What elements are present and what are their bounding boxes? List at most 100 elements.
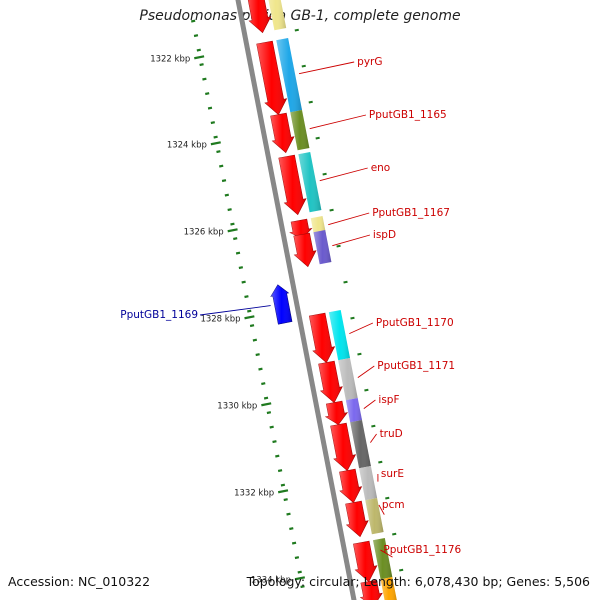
scale-tick bbox=[261, 382, 266, 386]
scale-tick bbox=[244, 295, 249, 299]
scale-label: 1334 kbp bbox=[251, 575, 291, 585]
gene-label[interactable]: PputGB1_1165 bbox=[369, 109, 447, 121]
scale-tick bbox=[300, 585, 305, 589]
scale-tick bbox=[289, 527, 294, 531]
scale-tick bbox=[294, 28, 299, 32]
gene-PputGB1_1176[interactable] bbox=[353, 538, 393, 583]
gene-feature-0[interactable] bbox=[246, 0, 287, 34]
gene-label[interactable]: surE bbox=[381, 468, 404, 480]
scale-tick bbox=[221, 179, 227, 183]
scale-major-tick bbox=[244, 315, 255, 320]
arrow-shading bbox=[339, 469, 362, 503]
gene-label[interactable]: PputGB1_1171 bbox=[377, 360, 455, 372]
scale-tick bbox=[297, 570, 302, 574]
gene-label[interactable]: ispF bbox=[378, 394, 399, 406]
scale-major-tick bbox=[227, 228, 238, 233]
map-title: Pseudomonas putida GB-1, complete genome bbox=[139, 8, 461, 24]
scale-tick bbox=[210, 121, 215, 125]
arrow-shading bbox=[256, 41, 287, 115]
scale-tick bbox=[193, 34, 199, 38]
scale-tick bbox=[258, 367, 263, 371]
gene-surE[interactable] bbox=[339, 466, 378, 504]
scale-tick bbox=[272, 440, 277, 444]
arrow-shading bbox=[278, 155, 306, 215]
scale-tick bbox=[247, 309, 252, 313]
scale-tick bbox=[233, 237, 238, 241]
cog-shading bbox=[298, 152, 322, 213]
gene-label[interactable]: ispD bbox=[373, 229, 396, 241]
gene-label[interactable]: PputGB1_1167 bbox=[372, 207, 450, 219]
gene-label[interactable]: truD bbox=[380, 428, 403, 440]
scale-tick bbox=[216, 150, 221, 154]
label-leader bbox=[309, 114, 367, 130]
label-leader bbox=[357, 365, 375, 379]
gene-pcm[interactable] bbox=[345, 498, 384, 538]
gene-label[interactable]: eno bbox=[371, 162, 391, 174]
scale-label: 1328 kbp bbox=[200, 314, 240, 324]
gene-PputGB1_1165[interactable] bbox=[270, 110, 310, 154]
scale-tick bbox=[269, 425, 274, 429]
scale-tick bbox=[378, 460, 383, 464]
scale-tick bbox=[255, 353, 260, 357]
cog-shading bbox=[365, 498, 384, 535]
cog-shading bbox=[380, 577, 397, 600]
gene-PputGB1_1171[interactable] bbox=[318, 358, 358, 404]
arrow-shading bbox=[330, 423, 356, 471]
gene-PputGB1_1170[interactable] bbox=[308, 310, 350, 364]
gene-pyrG[interactable] bbox=[256, 38, 302, 116]
gene-eno[interactable] bbox=[278, 152, 322, 216]
scale-tick bbox=[308, 100, 313, 104]
cog-shading bbox=[359, 466, 378, 501]
gene-PputGB1_1169[interactable] bbox=[270, 284, 293, 325]
scale-tick bbox=[263, 396, 269, 400]
label-leader bbox=[380, 549, 393, 558]
gene-label[interactable]: pcm bbox=[382, 499, 405, 511]
arrow-shading bbox=[309, 313, 335, 363]
scale-tick bbox=[205, 92, 210, 96]
arrow-shading bbox=[353, 541, 377, 582]
scale-label: 1330 kbp bbox=[217, 401, 257, 411]
gene-label[interactable]: PputGB1_1176 bbox=[383, 544, 461, 556]
scale-tick bbox=[350, 316, 355, 320]
scale-tick bbox=[227, 208, 232, 212]
cog-shading bbox=[313, 230, 332, 265]
accession-text: Accession: NC_010322 bbox=[8, 574, 151, 589]
scale-tick bbox=[392, 532, 397, 536]
gene-ispD[interactable] bbox=[293, 230, 332, 268]
label-leader bbox=[370, 433, 377, 443]
scale-tick bbox=[235, 251, 241, 255]
scale-tick bbox=[266, 411, 272, 415]
scale-tick bbox=[291, 541, 297, 545]
label-leader bbox=[332, 234, 371, 247]
gene-label[interactable]: PputGB1_1170 bbox=[376, 317, 454, 329]
arrow-shading bbox=[360, 580, 383, 600]
scale-tick bbox=[252, 338, 258, 342]
gene-truD[interactable] bbox=[330, 420, 371, 472]
scale-tick bbox=[357, 352, 362, 356]
gene-ispF[interactable] bbox=[324, 398, 362, 425]
scale-tick bbox=[191, 19, 196, 23]
scale-tick bbox=[294, 556, 300, 560]
scale-tick bbox=[207, 106, 213, 110]
label-leader bbox=[298, 61, 355, 75]
scale-tick bbox=[385, 496, 390, 500]
gene-label[interactable]: PputGB1_1169 bbox=[120, 309, 198, 321]
gene-label[interactable]: pyrG bbox=[357, 56, 382, 68]
gene-feature-14[interactable] bbox=[359, 577, 398, 600]
scale-major-tick bbox=[210, 141, 221, 146]
cog-shading bbox=[290, 110, 310, 151]
scale-major-tick bbox=[277, 489, 289, 494]
label-leader bbox=[378, 504, 385, 515]
scale-tick bbox=[249, 324, 255, 328]
scale-tick bbox=[275, 454, 280, 458]
arrow-shading bbox=[345, 501, 369, 537]
scale-major-tick bbox=[294, 576, 306, 581]
scale-tick bbox=[336, 244, 341, 248]
scale-tick bbox=[230, 222, 235, 226]
scale-tick bbox=[199, 63, 204, 67]
scale-tick bbox=[202, 77, 207, 81]
scale-tick bbox=[277, 469, 283, 473]
scale-tick bbox=[399, 568, 404, 572]
scale-tick bbox=[196, 48, 201, 52]
